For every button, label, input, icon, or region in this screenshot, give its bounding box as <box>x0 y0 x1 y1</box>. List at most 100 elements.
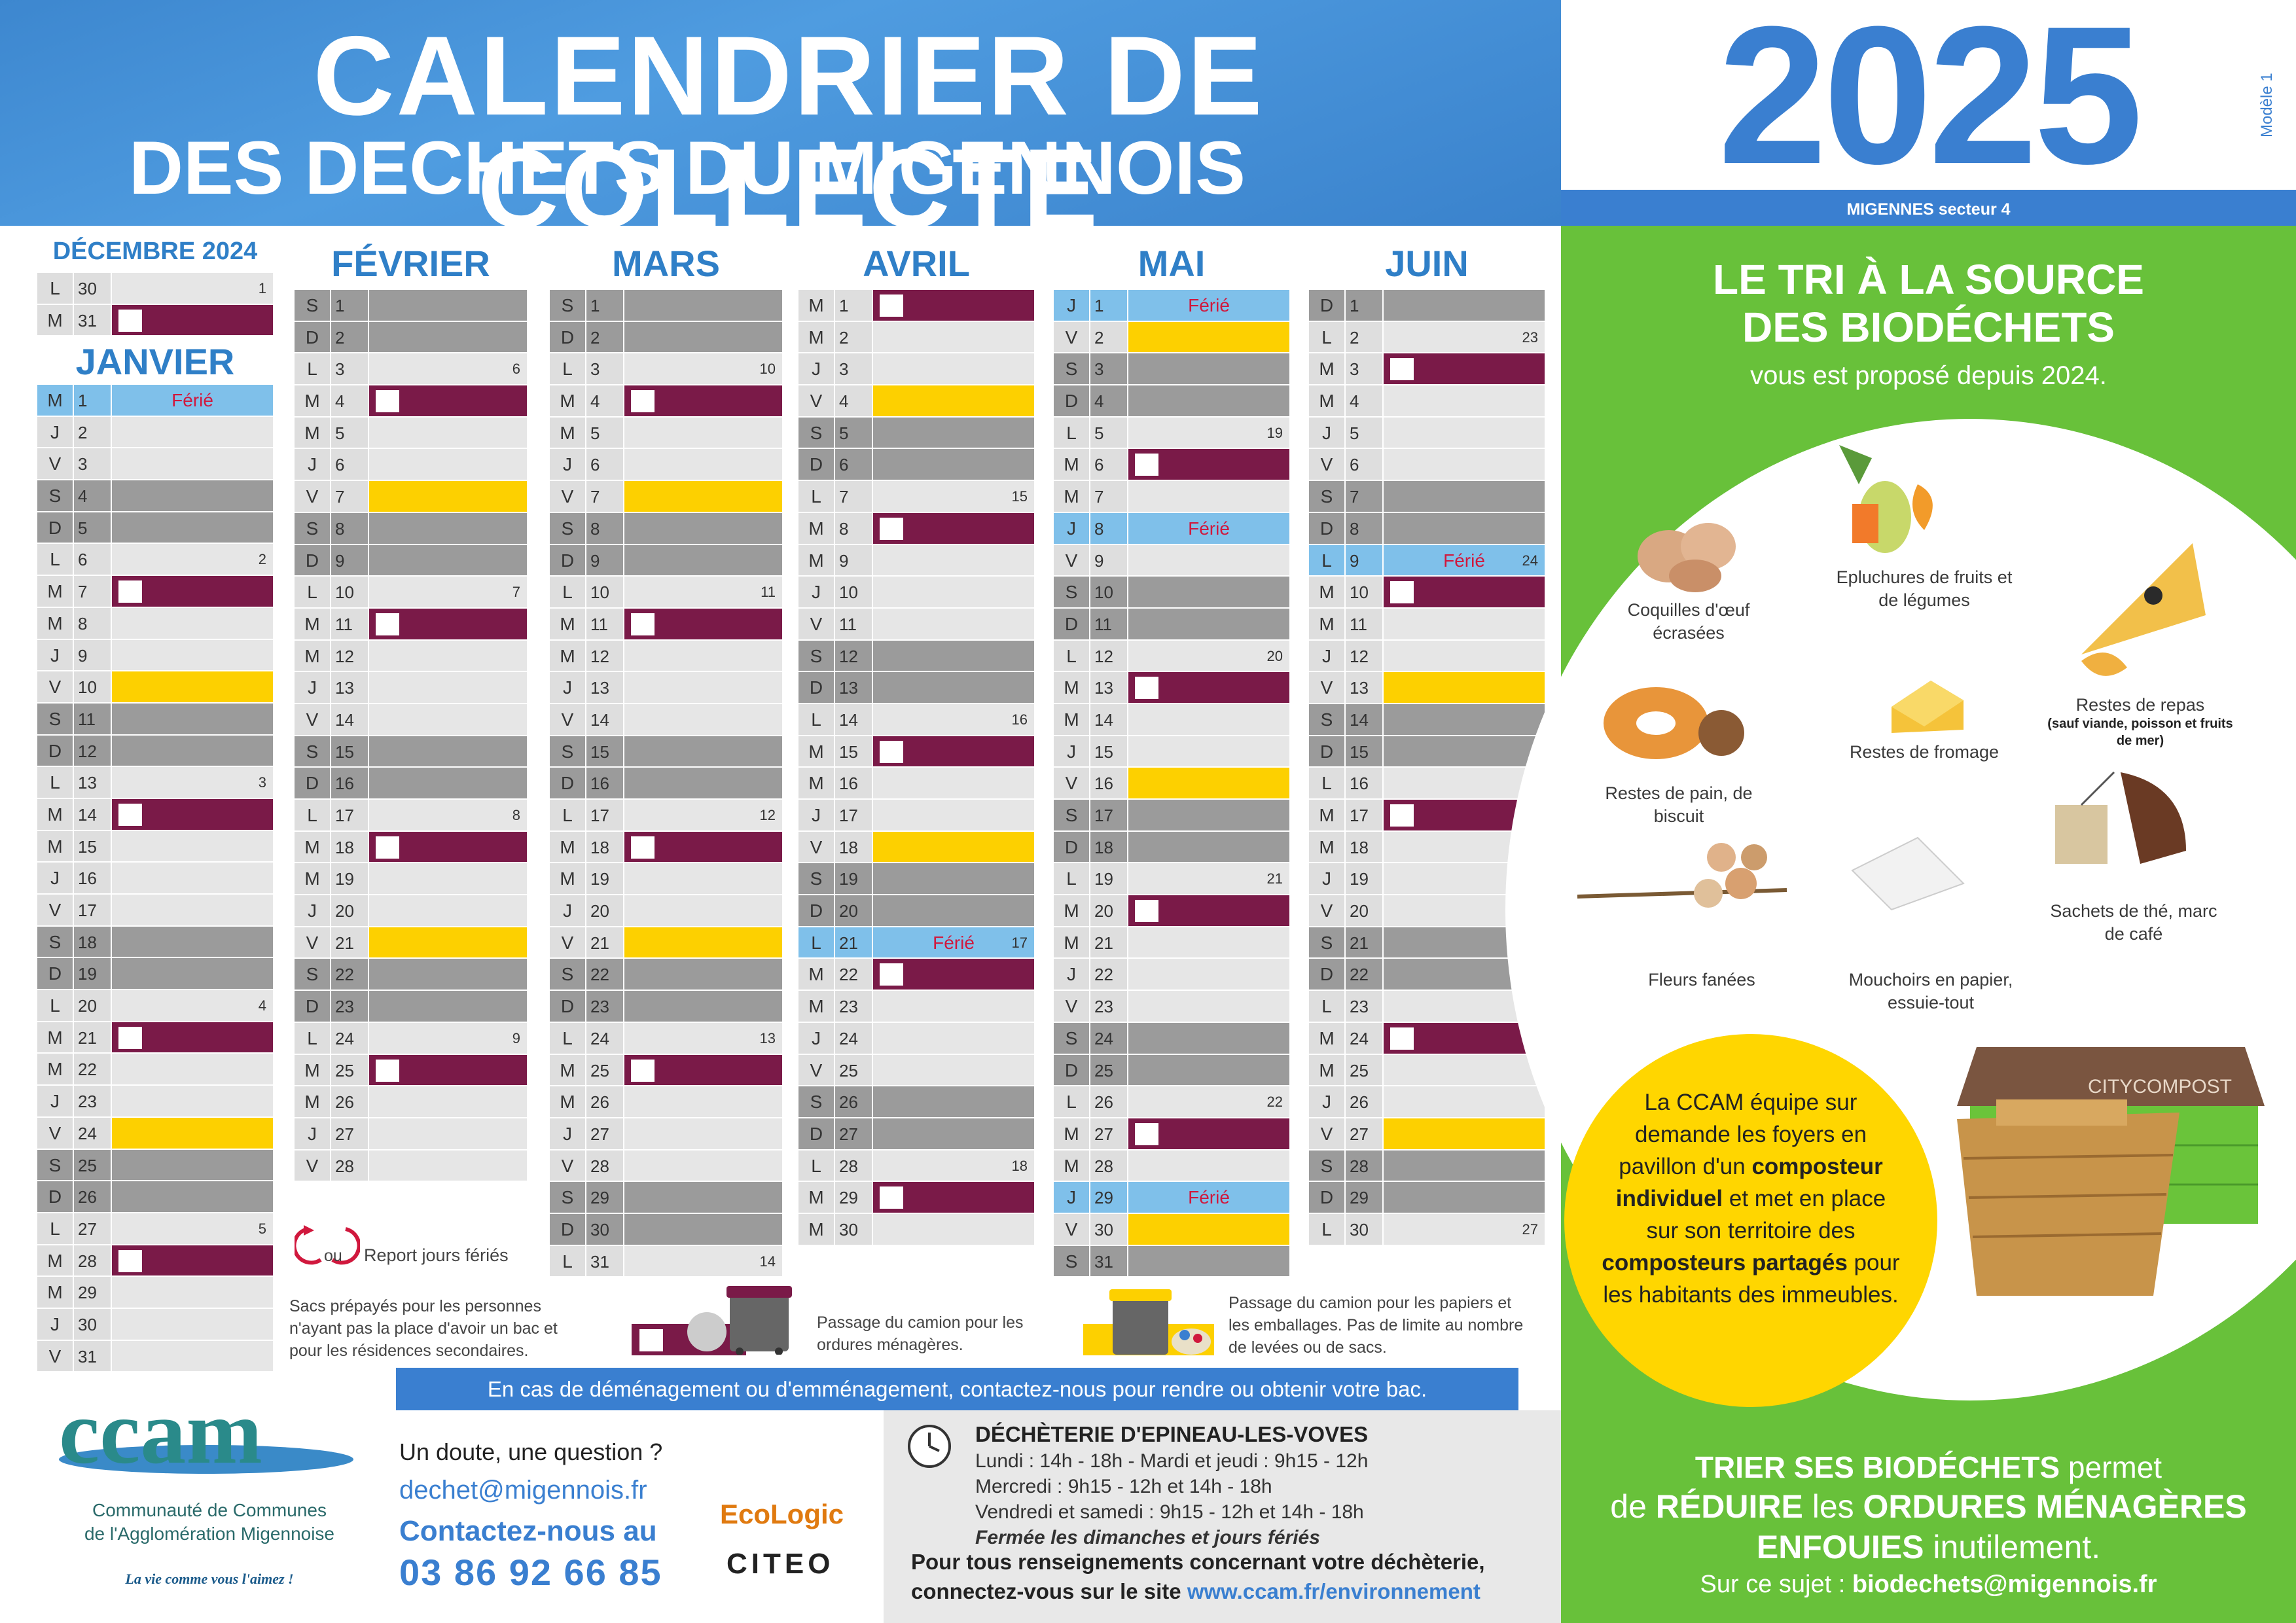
day-cell <box>873 353 1034 385</box>
day-number: 25 <box>331 1054 368 1086</box>
weekday-letter: M <box>550 1054 585 1086</box>
day-number: 13 <box>74 767 111 798</box>
month-title-apr: AVRIL <box>863 243 970 284</box>
day-number: 12 <box>586 640 623 671</box>
weekday-letter: J <box>1309 417 1344 448</box>
weekday-letter: S <box>1054 353 1089 385</box>
weekday-letter: J <box>550 895 585 926</box>
weekday-letter: M <box>550 385 585 416</box>
day-number: 28 <box>835 1150 872 1181</box>
phone-number[interactable]: 03 86 92 66 85 <box>399 1552 662 1593</box>
day-row: M 11 <box>550 608 782 641</box>
dech-website-link[interactable]: www.ccam.fr/environnement <box>1187 1578 1480 1603</box>
week-number: 19 <box>1266 424 1283 441</box>
day-number: 18 <box>1090 831 1127 863</box>
weekday-letter: S <box>1054 1245 1089 1277</box>
day-number: 21 <box>1090 927 1127 958</box>
day-row: D 23 <box>295 991 527 1023</box>
day-cell <box>624 895 782 926</box>
day-row: J 29 Férié <box>1054 1182 1289 1214</box>
weekday-letter: L <box>1054 417 1089 448</box>
month-table-mar: S 1 D 2 L 3 10 M 4 M 5 J 6 V 7 S 8 D 9 L 10 11 M 11 M 12 J 13 V 14 S 15… <box>550 290 782 1278</box>
day-row: L 9 Férié 24 <box>1309 544 1545 577</box>
email-link[interactable]: dechet@migennois.fr <box>399 1476 647 1505</box>
day-number: 27 <box>74 1213 111 1244</box>
day-row: M 14 <box>1054 704 1289 736</box>
day-number: 1 <box>74 385 111 416</box>
day-row: V 28 <box>295 1150 527 1183</box>
page-subtitle: DES DECHETS DU MIGENNOIS <box>128 126 1246 210</box>
day-row: M 15 <box>37 830 273 863</box>
day-number: 5 <box>1346 417 1382 448</box>
day-cell <box>1128 1150 1289 1181</box>
checkbox-square <box>631 390 655 413</box>
day-row: D 19 <box>37 958 273 991</box>
day-cell <box>112 926 273 957</box>
day-row: V 10 <box>37 671 273 704</box>
day-number: 7 <box>74 576 111 607</box>
day-number: 30 <box>1090 1213 1127 1245</box>
day-row: S 29 <box>550 1182 782 1214</box>
day-cell <box>369 895 527 926</box>
day-cell <box>112 703 273 734</box>
day-number: 21 <box>586 927 623 958</box>
day-row: L 24 13 <box>550 1022 782 1055</box>
weekday-letter: M <box>37 607 73 639</box>
day-number: 28 <box>586 1150 623 1181</box>
day-number: 8 <box>835 512 872 544</box>
day-number: 12 <box>1346 640 1382 671</box>
day-cell: 19 <box>1128 417 1289 448</box>
weekday-letter: D <box>1054 385 1089 416</box>
day-cell <box>369 736 527 767</box>
day-number: 3 <box>835 353 872 385</box>
day-row: L 30 1 <box>37 273 273 305</box>
week-number: 27 <box>1522 1221 1538 1238</box>
week-number: 2 <box>258 551 266 568</box>
report-or: ou <box>324 1247 342 1265</box>
day-cell <box>873 1213 1034 1245</box>
weekday-letter: L <box>37 767 73 798</box>
day-row: V 11 <box>798 608 1034 641</box>
day-row: M 28 <box>1054 1150 1289 1183</box>
week-number: 21 <box>1266 870 1283 887</box>
day-number: 13 <box>1346 672 1382 703</box>
week-number: 9 <box>512 1029 520 1046</box>
day-number: 4 <box>331 385 368 416</box>
day-row: M 21 <box>1054 927 1289 959</box>
weekday-letter: D <box>550 544 585 576</box>
weekday-letter: J <box>550 1118 585 1149</box>
weekday-letter: M <box>550 831 585 863</box>
bio-email-link[interactable]: biodechets@migennois.fr <box>1852 1571 2157 1598</box>
pizza-note: (sauf viande, poisson et fruits de mer) <box>2047 717 2233 748</box>
holiday-cell: Férié <box>1128 1182 1289 1213</box>
tea-bag-label: Sachets de thé, marc de café <box>2050 901 2217 944</box>
day-row: J 1 Férié <box>1054 290 1289 322</box>
day-cell <box>1384 512 1545 544</box>
day-number: 23 <box>1090 991 1127 1022</box>
day-cell <box>873 321 1034 353</box>
day-number: 19 <box>1090 863 1127 895</box>
bio-bottom-2d: ORDURES MÉNAGÈRES <box>1863 1488 2247 1525</box>
day-cell <box>624 991 782 1022</box>
day-number: 22 <box>1346 959 1382 990</box>
day-row: L 5 19 <box>1054 417 1289 450</box>
day-row: S 14 <box>1309 704 1545 736</box>
checkbox-square <box>631 613 655 635</box>
day-cell: 1 <box>112 273 273 304</box>
day-row: M 25 <box>1309 1054 1545 1087</box>
day-cell <box>873 640 1034 671</box>
day-row: M 26 <box>295 1086 527 1118</box>
day-row: S 10 <box>1054 577 1289 609</box>
day-number: 20 <box>586 895 623 926</box>
weekday-letter: M <box>1054 1118 1089 1149</box>
weekday-letter: D <box>1309 736 1344 767</box>
day-cell <box>112 830 273 862</box>
day-cell <box>1128 991 1289 1022</box>
day-row: M 22 <box>798 959 1034 991</box>
holiday-cell: Férié 24 <box>1384 544 1545 576</box>
day-number: 17 <box>74 895 111 925</box>
